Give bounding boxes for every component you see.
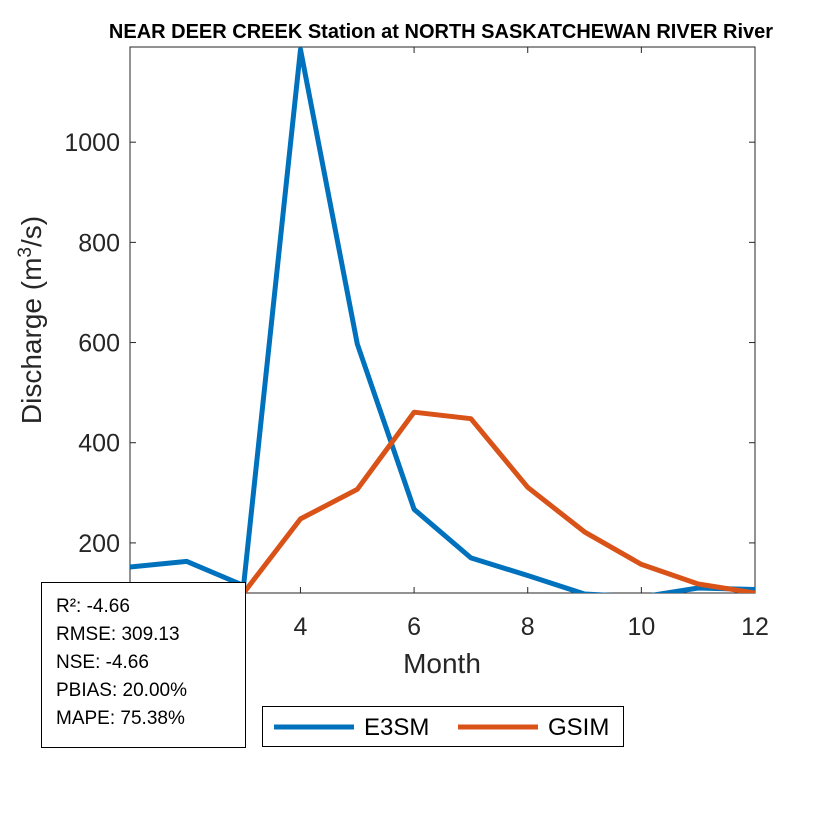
x-tick-label: 4	[294, 613, 308, 641]
stats-nse: NSE: -4.66	[56, 652, 149, 673]
x-tick-label: 10	[627, 613, 655, 641]
y-axis-label-end: /s)	[16, 216, 47, 247]
y-tick-label: 200	[78, 530, 120, 558]
stats-box-frame	[41, 582, 246, 748]
series-line-e3sm	[130, 47, 755, 593]
stats-rmse: RMSE: 309.13	[56, 624, 180, 645]
series-lines	[130, 47, 755, 593]
legend-label-gsim: GSIM	[548, 714, 609, 741]
stats-box: R²: -4.66 RMSE: 309.13 NSE: -4.66 PBIAS:…	[41, 582, 246, 748]
x-tick-label: 6	[407, 613, 421, 641]
y-tick-label: 600	[78, 330, 120, 358]
legend: E3SM GSIM	[262, 706, 624, 747]
series-line-gsim	[241, 409, 755, 593]
y-axis-label-main: Discharge (m	[16, 258, 47, 424]
stats-r2: R²: -4.66	[56, 596, 130, 617]
x-ticks: 4 6 8 10 12	[294, 47, 769, 641]
y-tick-label: 400	[78, 430, 120, 458]
y-tick-label: 800	[78, 229, 120, 257]
axes-box	[129, 46, 756, 594]
legend-label-e3sm: E3SM	[364, 714, 429, 741]
plot-area: 4 6 8 10 12 200 400 600 800 1000	[64, 46, 769, 641]
y-axis-label: Discharge (m3/s)	[15, 216, 47, 424]
stats-pbias: PBIAS: 20.00%	[56, 680, 187, 701]
x-tick-label: 8	[521, 613, 535, 641]
x-tick-label: 12	[741, 613, 769, 641]
x-axis-label: Month	[403, 648, 481, 679]
y-tick-label: 1000	[64, 129, 120, 157]
stats-mape: MAPE: 75.38%	[56, 708, 185, 729]
chart-title: NEAR DEER CREEK Station at NORTH SASKATC…	[109, 21, 773, 43]
y-ticks: 200 400 600 800 1000	[64, 129, 755, 558]
y-axis-label-superscript: 3	[15, 247, 36, 258]
